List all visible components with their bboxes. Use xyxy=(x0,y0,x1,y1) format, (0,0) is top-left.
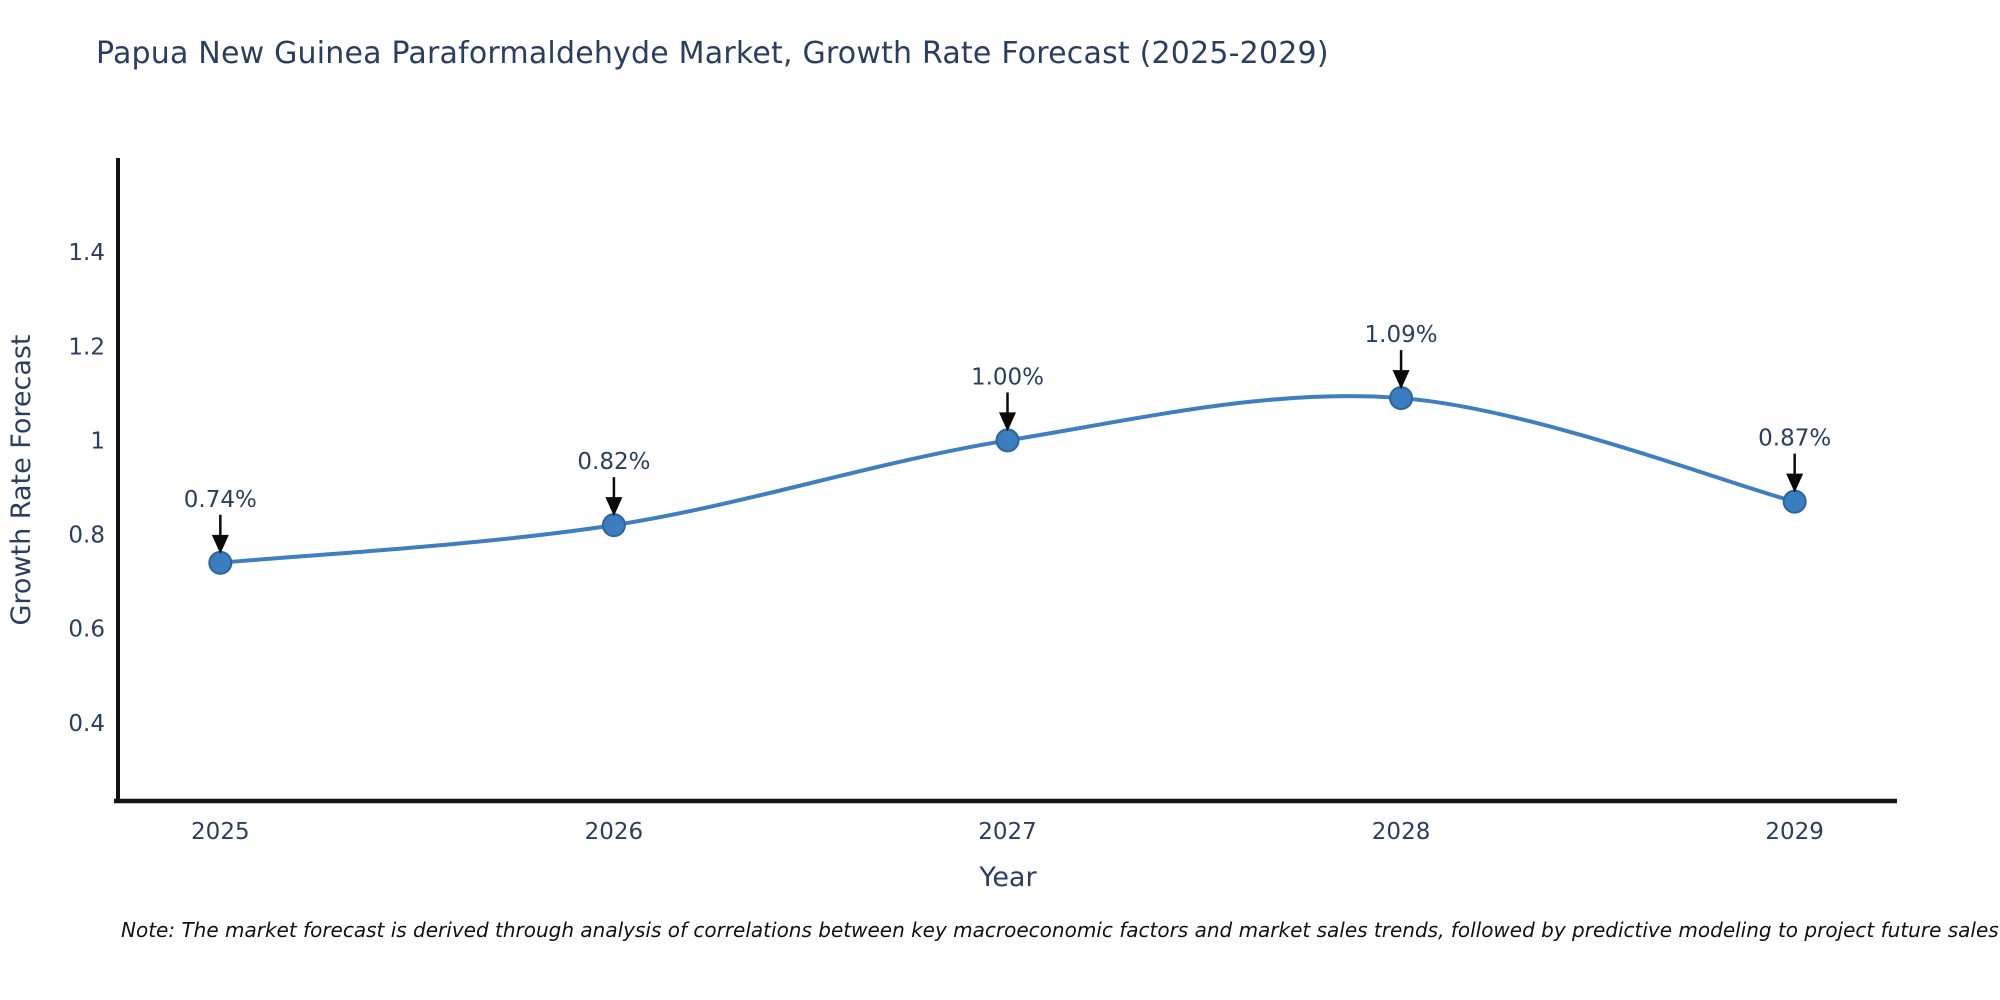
annotation-arrow-head xyxy=(605,497,623,517)
point-value-label: 0.82% xyxy=(577,449,650,475)
x-tick-label: 2026 xyxy=(585,819,644,845)
point-value-label: 0.87% xyxy=(1758,426,1831,452)
point-value-label: 1.09% xyxy=(1365,322,1438,348)
y-axis-title: Growth Rate Forecast xyxy=(6,334,37,625)
x-axis-title: Year xyxy=(978,862,1037,893)
data-point-2027[interactable] xyxy=(995,428,1020,453)
x-tick-label: 2029 xyxy=(1765,819,1824,845)
y-tick-label: 0.6 xyxy=(68,617,105,643)
annotation-arrow-head xyxy=(1786,473,1804,493)
footnote: Note: The market forecast is derived thr… xyxy=(121,918,1999,942)
data-point-2026[interactable] xyxy=(601,513,626,538)
x-tick-label: 2028 xyxy=(1372,819,1431,845)
ticks-layer: 0.4 0.6 0.8 1 1.2 1.4 2025 2026 2027 2028 2029 xyxy=(68,240,1824,845)
annotation-arrow-head xyxy=(211,534,229,554)
chart-title: Papua New Guinea Paraformaldehyde Market… xyxy=(96,36,1329,71)
x-tick-label: 2027 xyxy=(978,819,1037,845)
data-point-2029[interactable] xyxy=(1782,489,1807,514)
y-tick-label: 1.4 xyxy=(68,240,105,266)
data-point-2025[interactable] xyxy=(208,550,233,575)
series-layer xyxy=(208,386,1807,575)
y-tick-label: 1 xyxy=(90,428,105,454)
y-tick-label: 0.8 xyxy=(68,523,105,549)
y-tick-label: 0.4 xyxy=(68,711,105,737)
annotation-arrow-head xyxy=(999,412,1016,432)
y-tick-label: 1.2 xyxy=(68,334,105,360)
point-value-label: 0.74% xyxy=(184,487,257,513)
axes-layer xyxy=(114,158,1897,804)
annotation-layer: 0.74% 0.82% 1.00% 1.09% 0.87% xyxy=(184,322,1831,554)
x-tick-label: 2025 xyxy=(191,819,250,845)
annotation-arrow-head xyxy=(1392,370,1410,390)
data-point-2028[interactable] xyxy=(1389,386,1414,411)
point-value-label: 1.00% xyxy=(971,364,1044,390)
